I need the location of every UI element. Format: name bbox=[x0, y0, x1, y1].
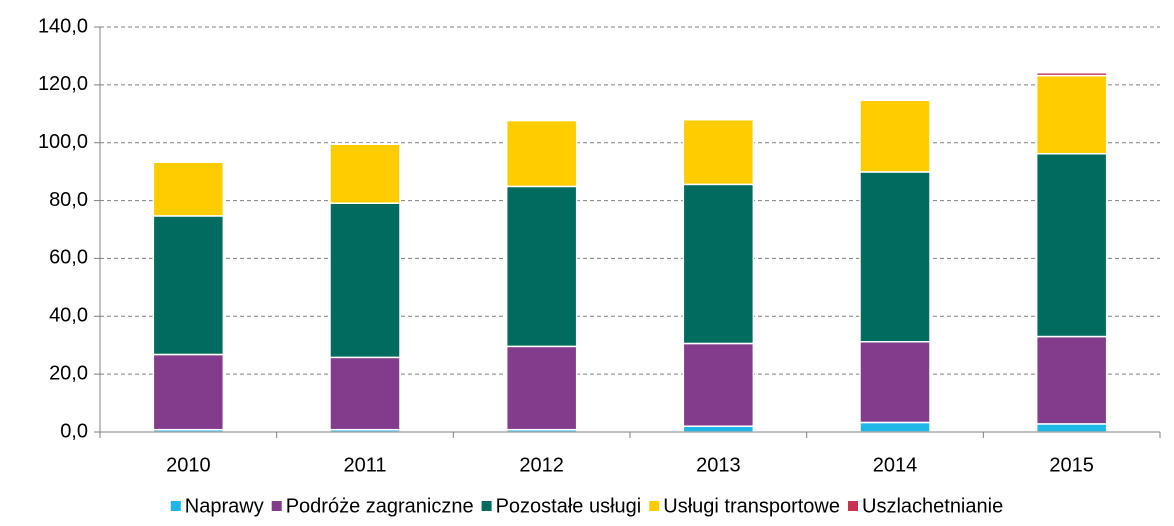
y-tick-label: 120,0 bbox=[38, 73, 88, 95]
bar-segment bbox=[329, 143, 401, 204]
legend-label: Usługi transportowe bbox=[663, 495, 840, 517]
x-tick-label: 2014 bbox=[873, 454, 918, 476]
bar-segment bbox=[859, 98, 931, 101]
y-tick-label: 20,0 bbox=[49, 362, 88, 384]
bar-segment bbox=[505, 119, 578, 188]
y-tick-label: 100,0 bbox=[38, 131, 88, 153]
bar-segment bbox=[329, 202, 401, 359]
y-tick-label: 0,0 bbox=[60, 420, 88, 442]
bar-segment bbox=[152, 215, 225, 356]
bar-segment bbox=[859, 171, 931, 343]
bar-segment bbox=[505, 185, 578, 348]
bar-segment bbox=[682, 183, 755, 345]
x-tick-label: 2015 bbox=[1049, 454, 1094, 476]
y-tick-label: 140,0 bbox=[38, 15, 88, 37]
y-tick-label: 40,0 bbox=[49, 305, 88, 327]
bar-segment bbox=[682, 118, 755, 121]
legend-swatch bbox=[481, 501, 492, 511]
bar-segment bbox=[329, 356, 401, 431]
legend-label: Naprawy bbox=[185, 495, 264, 517]
bar-segment bbox=[152, 353, 225, 431]
legend-label: Podróże zagraniczne bbox=[286, 495, 474, 517]
bar-segment bbox=[152, 161, 225, 217]
bar-segment bbox=[682, 425, 755, 433]
bar-segment bbox=[1035, 74, 1108, 155]
legend-label: Uszlachetnianie bbox=[862, 495, 1003, 517]
bar-segment bbox=[859, 99, 931, 173]
bar-segment bbox=[1035, 423, 1108, 433]
bar-segment bbox=[1035, 335, 1108, 425]
x-tick-label: 2011 bbox=[343, 454, 386, 476]
bar-segment bbox=[682, 118, 755, 186]
bar-segment bbox=[1035, 152, 1108, 338]
legend-swatch bbox=[649, 501, 660, 511]
y-tick-label: 60,0 bbox=[49, 247, 88, 269]
bar-segment bbox=[1035, 71, 1108, 77]
bar-segment bbox=[152, 160, 225, 163]
x-tick-label: 2013 bbox=[696, 454, 741, 476]
legend-swatch bbox=[170, 501, 181, 511]
legend-swatch bbox=[848, 501, 859, 511]
legend-label: Pozostałe usługi bbox=[496, 495, 642, 517]
legend-swatch bbox=[271, 501, 282, 511]
bar-segment bbox=[859, 340, 931, 424]
x-tick-label: 2012 bbox=[519, 454, 564, 476]
bar-segment bbox=[682, 342, 755, 427]
bar-segment bbox=[505, 345, 578, 431]
x-tick-label: 2010 bbox=[166, 454, 211, 476]
y-tick-label: 80,0 bbox=[49, 189, 88, 211]
bar-segment bbox=[859, 421, 931, 433]
